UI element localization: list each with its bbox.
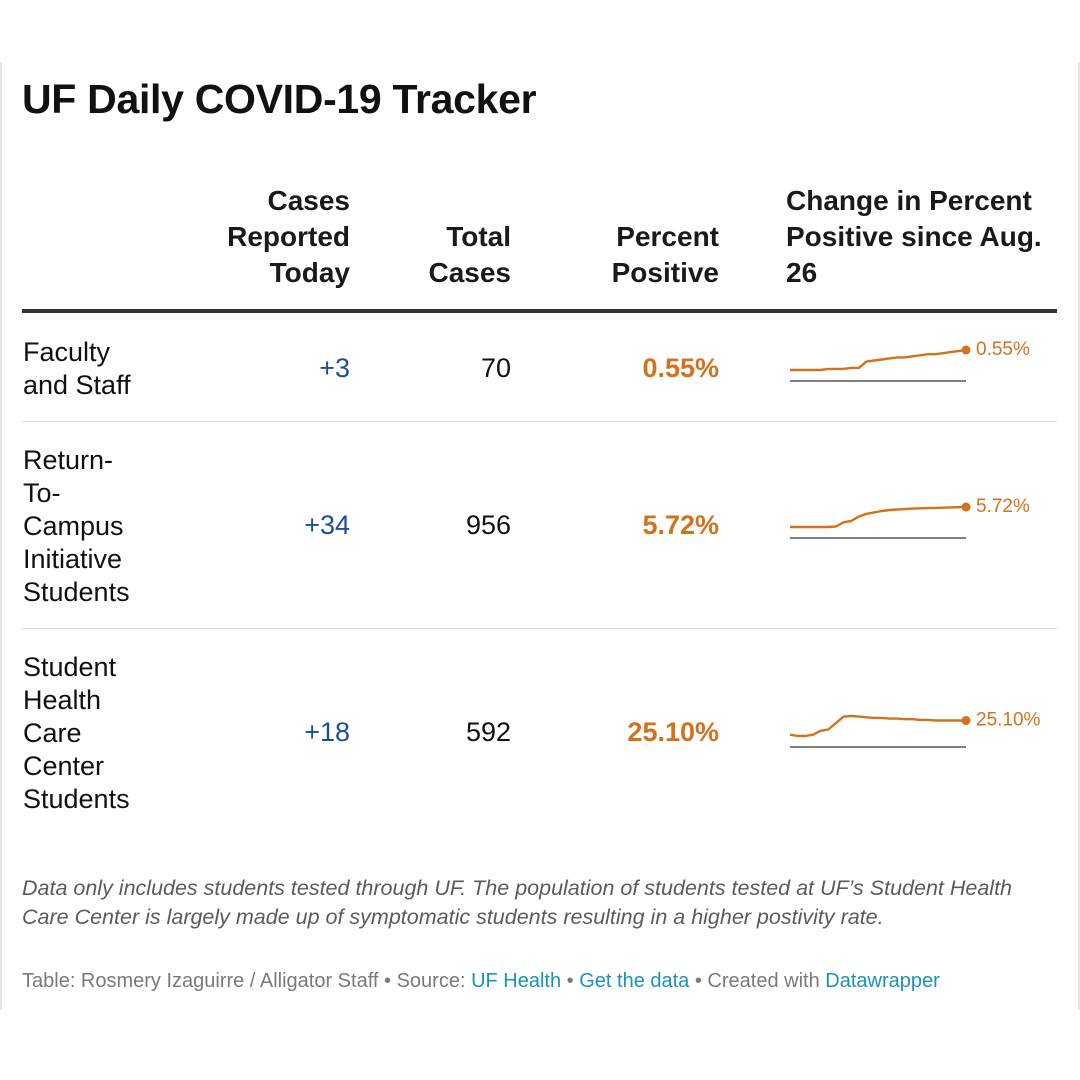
sparkline-end-label: 25.10%: [976, 710, 1041, 731]
sparkline-end-point: [961, 502, 971, 512]
cell-total-shcc-students: 592: [465, 717, 511, 747]
get-data-link[interactable]: Get the data: [579, 970, 690, 992]
sparkline-end-point: [961, 345, 971, 355]
footnote: Data only includes students tested throu…: [22, 876, 1013, 929]
header-percent-positive-text: Percent Positive: [611, 221, 719, 288]
header-change-text: Change in Percent Positive since Aug. 26: [786, 185, 1042, 288]
credit-separator: •: [561, 970, 580, 992]
row-divider-1: [22, 421, 1057, 422]
sparkline-series: [790, 348, 967, 372]
row-label-return-to-campus: Return- To- Campus Initiative Students: [23, 445, 130, 607]
datawrapper-link[interactable]: Datawrapper: [825, 970, 940, 992]
chart-frame: [0, 62, 1080, 1010]
header-total-cases: Total Cases: [380, 219, 511, 291]
cell-today-return-to-campus: +34: [304, 510, 350, 540]
header-total-cases-text: Total Cases: [428, 221, 511, 288]
row-label-faculty: Faculty and Staff: [23, 337, 131, 400]
credit-prefix: Table: Rosmery Izaguirre / Alligator Sta…: [22, 970, 472, 992]
row-divider-2: [22, 628, 1057, 629]
sparkline-return-to-campus: 5.72%: [790, 496, 1030, 539]
header-cases-today-text: Cases Reported Today: [227, 185, 350, 288]
cell-today-shcc-students: +18: [304, 717, 350, 747]
cell-percent-shcc-students: 25.10%: [627, 717, 719, 747]
cell-percent-faculty: 0.55%: [642, 353, 719, 383]
sparkline-end-label: 5.72%: [976, 496, 1030, 517]
sparkline-series: [789, 714, 966, 738]
row-label-shcc-students: Student Health Care Center Students: [23, 652, 130, 814]
header-percent-positive: Percent Positive: [560, 219, 719, 291]
page-title: UF Daily COVID-19 Tracker: [22, 76, 537, 122]
sparkline-shcc-students: 25.10%: [789, 710, 1041, 748]
sparkline-faculty: 0.55%: [790, 339, 1030, 382]
sparkline-series: [790, 505, 967, 529]
cell-today-faculty: +3: [319, 353, 350, 383]
header-change: Change in Percent Positive since Aug. 26: [786, 183, 1076, 291]
header-cases-today: Cases Reported Today: [180, 183, 350, 291]
sparkline-end-label: 0.55%: [976, 339, 1030, 360]
credit-created-with: • Created with: [689, 970, 826, 992]
cell-percent-return-to-campus: 5.72%: [642, 510, 719, 540]
cell-total-return-to-campus: 956: [465, 510, 511, 540]
header-divider: [22, 309, 1057, 313]
sparkline-end-point: [961, 716, 971, 726]
cell-total-faculty: 70: [480, 353, 511, 383]
credit-line: Table: Rosmery Izaguirre / Alligator Sta…: [22, 970, 940, 993]
source-link[interactable]: UF Health: [471, 970, 562, 992]
